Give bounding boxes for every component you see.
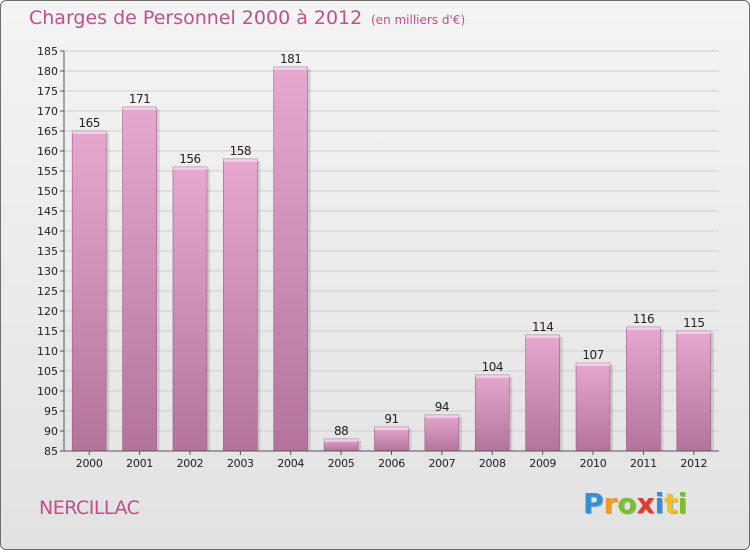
bar-highlight [374, 427, 409, 430]
proxiti-logo[interactable]: Proxiti [583, 487, 688, 520]
bar-highlight [475, 375, 510, 378]
bar-highlight [273, 67, 308, 70]
y-tick-label: 170 [37, 105, 58, 118]
bar-highlight [223, 159, 258, 162]
bar-2008 [474, 374, 510, 452]
y-tick-label: 100 [37, 385, 58, 398]
x-tick-label: 2011 [630, 457, 657, 470]
data-label: 116 [633, 312, 654, 326]
x-tick-label: 2002 [177, 457, 204, 470]
data-label: 181 [280, 52, 301, 66]
bar-highlight [324, 439, 359, 442]
chart-unit: (en milliers d'€) [371, 13, 466, 27]
bar-2004 [273, 66, 309, 452]
bar-highlight [122, 107, 157, 110]
bar-highlight [172, 167, 207, 170]
data-label: 94 [435, 400, 449, 414]
y-tick-label: 165 [37, 125, 58, 138]
data-label: 165 [78, 116, 99, 130]
x-tick-label: 2007 [428, 457, 455, 470]
bar-highlight [676, 331, 711, 334]
x-tick-label: 2003 [227, 457, 254, 470]
labels: 85 90 95 100 105 110 115 120 125 130 135 140 145 150 1… [37, 45, 708, 470]
x-tick-label: 2012 [680, 457, 707, 470]
y-tick-label: 160 [37, 145, 58, 158]
y-tick-label: 90 [44, 425, 58, 438]
bar-2007 [424, 414, 460, 452]
data-label: 171 [129, 92, 150, 106]
y-tick-label: 85 [44, 445, 58, 458]
y-tick-label: 185 [37, 45, 58, 58]
bar-2003 [223, 158, 258, 452]
data-label: 156 [179, 152, 200, 166]
y-tick-label: 125 [37, 285, 58, 298]
y-tick-label: 145 [37, 205, 58, 218]
y-tick-label: 180 [37, 65, 58, 78]
bar-2010 [575, 362, 611, 452]
bar-2000 [71, 130, 107, 452]
data-label: 158 [230, 144, 251, 158]
chart-title: Charges de Personnel 2000 à 2012 [29, 7, 363, 29]
data-label: 88 [334, 424, 348, 438]
x-tick-label: 2010 [580, 457, 607, 470]
data-label: 114 [532, 320, 553, 334]
y-tick-label: 140 [37, 225, 58, 238]
x-tick-label: 2004 [277, 457, 304, 470]
bar-2001 [122, 106, 157, 452]
y-tick-label: 130 [37, 265, 58, 278]
y-tick-label: 135 [37, 245, 58, 258]
bar-highlight [424, 415, 459, 418]
y-tick-label: 105 [37, 365, 58, 378]
bar-2012 [676, 330, 712, 452]
x-tick-label: 2005 [328, 457, 355, 470]
bar-highlight [72, 131, 107, 134]
x-tick-label: 2006 [378, 457, 405, 470]
bars [71, 66, 714, 452]
commune-name: NERCILLAC [39, 497, 140, 519]
y-tick-label: 120 [37, 305, 58, 318]
bar-highlight [525, 335, 560, 338]
bar-2009 [525, 334, 560, 452]
y-tick-label: 175 [37, 85, 58, 98]
x-tick-label: 2001 [126, 457, 153, 470]
x-tick-label: 2000 [76, 457, 103, 470]
data-label: 115 [683, 316, 704, 330]
y-tick-label: 150 [37, 185, 58, 198]
bar-highlight [576, 363, 611, 366]
bar-2002 [172, 166, 208, 452]
x-tick-label: 2008 [479, 457, 506, 470]
y-tick-label: 115 [37, 325, 58, 338]
x-tick-label: 2009 [529, 457, 556, 470]
y-tick-label: 110 [37, 345, 58, 358]
bar-2011 [626, 326, 661, 452]
y-tick-label: 95 [44, 405, 58, 418]
data-label: 104 [482, 360, 503, 374]
data-label: 107 [582, 348, 603, 362]
bar-2006 [374, 426, 409, 452]
grid-lines [64, 50, 719, 452]
bar-highlight [626, 327, 661, 330]
y-tick-label: 155 [37, 165, 58, 178]
axes [60, 50, 719, 455]
data-label: 91 [384, 412, 398, 426]
